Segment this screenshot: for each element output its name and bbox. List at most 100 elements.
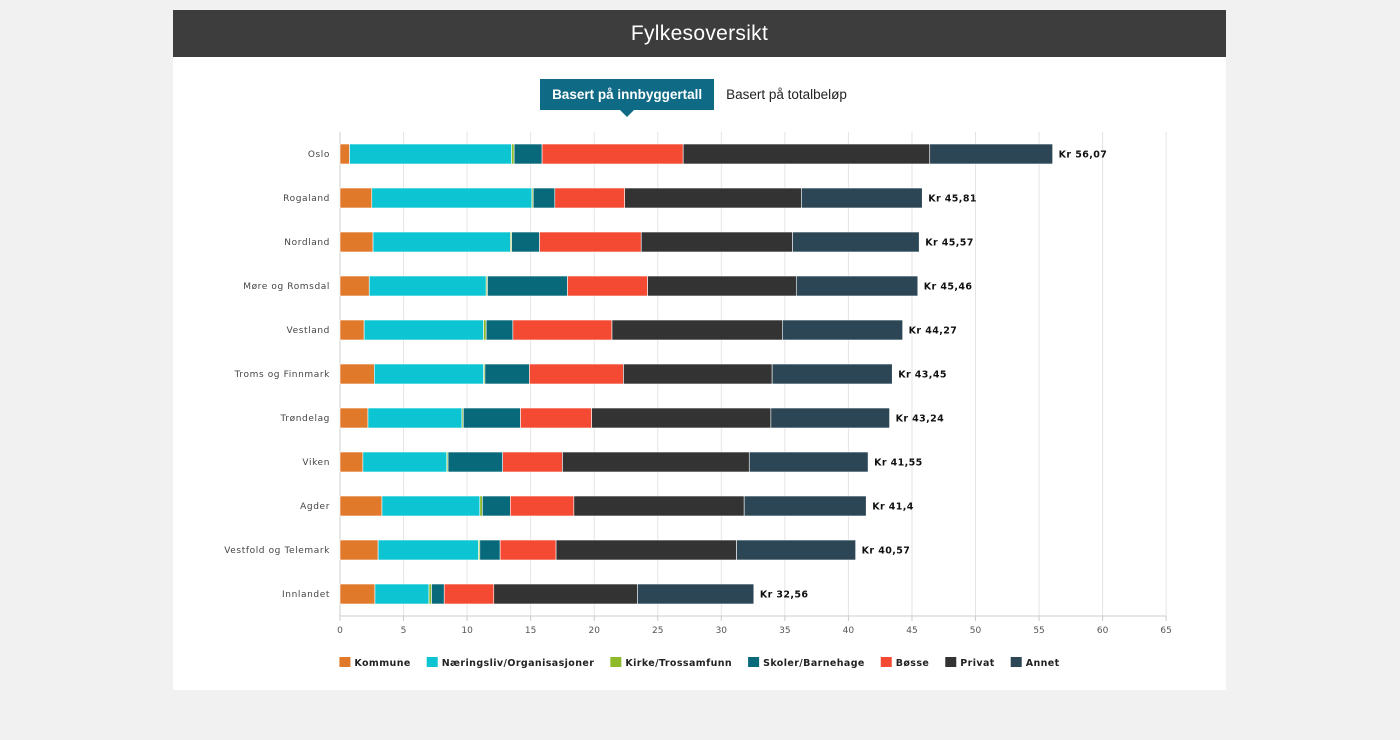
bar-segment <box>782 319 903 341</box>
bar-segment <box>367 407 463 429</box>
bar-segment <box>431 583 445 605</box>
category-label: Agder <box>300 502 330 512</box>
x-tick-label: 45 <box>906 626 917 636</box>
total-label: Kr 41,4 <box>872 502 914 513</box>
bar-segment <box>339 583 376 605</box>
total-label: Kr 45,46 <box>924 282 973 293</box>
x-tick-label: 35 <box>779 626 790 636</box>
bar-segment <box>479 539 501 561</box>
bar-segment <box>371 187 533 209</box>
bar-segment <box>510 495 575 517</box>
category-label: Nordland <box>284 238 330 248</box>
category-label: Rogaland <box>283 194 330 204</box>
legend-label: Kirke/Trossamfunn <box>625 658 732 669</box>
bar-segment <box>623 363 773 385</box>
bar-segment <box>795 275 919 297</box>
x-tick-label: 40 <box>843 626 855 636</box>
legend-item[interactable]: Næringsliv/Organisasjoner <box>426 657 595 669</box>
bar-segment <box>443 583 495 605</box>
total-label: Kr 45,57 <box>925 238 974 249</box>
bar-segment <box>532 187 556 209</box>
bar-segment <box>339 187 373 209</box>
category-label: Innlandet <box>282 590 330 600</box>
bar-segment <box>339 407 369 429</box>
bar-segment <box>339 451 364 473</box>
x-tick-label: 15 <box>525 626 536 636</box>
bar-segment <box>682 143 931 165</box>
tab-total-amount[interactable]: Basert på totalbeløp <box>714 79 859 110</box>
bar-segment <box>529 363 624 385</box>
category-labels: Oslo Rogaland Nordland Møre og Romsdal Vestl… <box>224 150 330 600</box>
total-label: Kr 40,57 <box>862 546 911 557</box>
bar-segment <box>555 539 737 561</box>
bar-segment <box>381 495 481 517</box>
bar-segment <box>624 187 802 209</box>
bar-segment <box>792 231 920 253</box>
legend-item[interactable]: Kirke/Trossamfunn <box>610 657 732 669</box>
bar-segment <box>520 407 592 429</box>
x-tick-label: 25 <box>652 626 663 636</box>
bar-segment <box>462 407 521 429</box>
total-label: Kr 41,55 <box>874 458 923 469</box>
bar-segment <box>567 275 648 297</box>
bar-segment <box>743 495 867 517</box>
bar-segment <box>770 407 890 429</box>
legend-item[interactable]: Bøsse <box>880 657 930 669</box>
legend-label: Annet <box>1026 658 1060 669</box>
legend-swatch <box>945 657 957 667</box>
bar-segment <box>591 407 772 429</box>
bar-segment <box>511 143 515 165</box>
bar-segment <box>512 319 613 341</box>
legend-swatch <box>610 657 622 667</box>
bar-segment <box>372 231 511 253</box>
total-label: Kr 45,81 <box>928 194 977 205</box>
view-tabs: Basert på innbyggertall Basert på totalb… <box>173 79 1226 117</box>
x-tick-label: 30 <box>716 626 728 636</box>
x-tick-label: 0 <box>337 626 343 636</box>
legend-swatch <box>426 657 438 667</box>
legend-label: Bøsse <box>896 658 930 669</box>
bar-segment <box>485 319 514 341</box>
stacked-bar-chart: Oslo Rogaland Nordland Møre og Romsdal Vestl… <box>224 132 1172 669</box>
bar-segment <box>482 495 511 517</box>
page-title: Fylkesoversikt <box>173 10 1226 57</box>
total-labels: Kr 56,07 Kr 45,81 Kr 45,57 Kr 45,46 Kr 44,27… <box>760 150 1107 601</box>
bar-segment <box>339 363 375 385</box>
bar-segment <box>562 451 750 473</box>
x-tick-label: 65 <box>1160 626 1171 636</box>
bar-segment <box>447 451 503 473</box>
bar-segment <box>640 231 793 253</box>
bar-segment <box>502 451 563 473</box>
chart-legend: Kommune Næringsliv/Organisasjoner Kirke/Tr… <box>339 657 1059 669</box>
county-overview-card: Fylkesoversikt Basert på innbyggertall B… <box>173 10 1226 690</box>
x-tick-label: 50 <box>970 626 982 636</box>
bar-segment <box>539 231 642 253</box>
legend-swatch <box>1010 657 1022 667</box>
bar-segment <box>929 143 1053 165</box>
bar-segment <box>339 275 370 297</box>
tab-per-capita[interactable]: Basert på innbyggertall <box>540 79 715 117</box>
x-tick-label: 55 <box>1033 626 1044 636</box>
legend-item[interactable]: Skoler/Barnehage <box>748 657 865 669</box>
bar-segment <box>647 275 797 297</box>
x-axis: 0 5 10 15 20 25 30 35 40 45 50 55 60 65 <box>337 615 1172 636</box>
bar-segment <box>513 143 543 165</box>
bar-segment <box>377 539 479 561</box>
bar-segment <box>554 187 626 209</box>
bar-segment <box>339 539 379 561</box>
total-label: Kr 44,27 <box>909 326 958 337</box>
bar-segment <box>339 495 383 517</box>
bar-segment <box>368 275 487 297</box>
bar-segment <box>339 143 350 165</box>
bar-segment <box>499 539 557 561</box>
bar-segment <box>748 451 869 473</box>
legend-item[interactable]: Privat <box>945 657 995 669</box>
legend-label: Skoler/Barnehage <box>763 658 865 669</box>
bar-segment <box>362 451 448 473</box>
category-label: Viken <box>302 458 330 468</box>
legend-item[interactable]: Annet <box>1010 657 1060 669</box>
legend-item[interactable]: Kommune <box>339 657 410 669</box>
bar-segment <box>339 231 374 253</box>
x-tick-label: 5 <box>401 626 407 636</box>
x-tick-label: 60 <box>1097 626 1109 636</box>
